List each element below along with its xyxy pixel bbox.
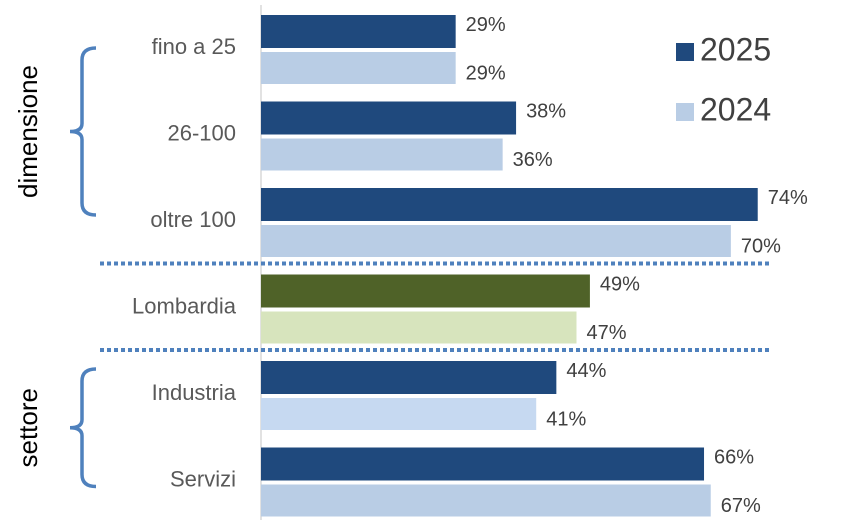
bar bbox=[261, 52, 456, 84]
value-label: 41% bbox=[546, 408, 586, 430]
group-brace bbox=[69, 46, 97, 217]
category-label: Servizi bbox=[170, 466, 236, 491]
category-label: Lombardia bbox=[132, 293, 237, 318]
group-label: dimensione bbox=[13, 65, 43, 198]
value-label: 29% bbox=[466, 14, 506, 36]
legend-swatch bbox=[676, 103, 694, 121]
category-label: Industria bbox=[152, 380, 237, 405]
bar bbox=[261, 101, 517, 135]
value-label: 47% bbox=[586, 322, 626, 344]
value-label: 74% bbox=[768, 187, 808, 209]
value-label: 44% bbox=[566, 360, 606, 382]
value-label: 70% bbox=[741, 235, 781, 257]
group-brace bbox=[69, 367, 97, 489]
category-label: fino a 25 bbox=[152, 34, 236, 59]
bar bbox=[261, 484, 711, 517]
bar bbox=[261, 274, 590, 308]
bar bbox=[261, 138, 503, 171]
value-label: 67% bbox=[721, 495, 761, 517]
value-label: 36% bbox=[513, 149, 553, 171]
bar bbox=[261, 15, 456, 48]
category-label: 26-100 bbox=[167, 120, 236, 145]
value-label: 38% bbox=[526, 100, 566, 122]
legend-swatch bbox=[676, 43, 694, 61]
bar bbox=[261, 398, 537, 430]
bar bbox=[261, 225, 731, 257]
value-label: 29% bbox=[466, 62, 506, 84]
bar bbox=[261, 188, 758, 221]
category-label: oltre 100 bbox=[150, 207, 236, 232]
value-label: 49% bbox=[600, 273, 640, 295]
bar bbox=[261, 311, 577, 344]
legend-label: 2024 bbox=[700, 91, 771, 127]
group-label: settore bbox=[13, 388, 43, 468]
bar bbox=[261, 447, 705, 481]
value-label: 66% bbox=[714, 446, 754, 468]
bar bbox=[261, 361, 557, 394]
legend-label: 2025 bbox=[700, 31, 771, 67]
